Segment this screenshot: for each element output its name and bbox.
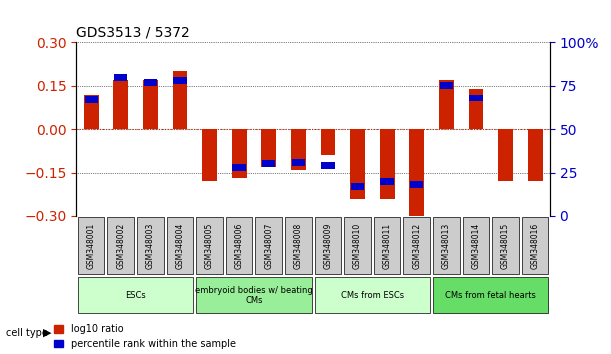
Bar	[232, 129, 247, 178]
Text: ESCs: ESCs	[125, 291, 146, 300]
FancyBboxPatch shape	[137, 217, 164, 274]
Bar	[439, 80, 454, 129]
Text: GSM348014: GSM348014	[472, 223, 480, 269]
Text: GSM348007: GSM348007	[264, 222, 273, 269]
FancyBboxPatch shape	[374, 217, 400, 274]
FancyBboxPatch shape	[78, 217, 104, 274]
Bar	[144, 79, 157, 86]
FancyBboxPatch shape	[522, 217, 549, 274]
Text: GSM348005: GSM348005	[205, 222, 214, 269]
Bar	[321, 129, 335, 155]
Bar	[469, 95, 483, 102]
Bar	[291, 159, 305, 166]
FancyBboxPatch shape	[463, 217, 489, 274]
Bar	[381, 178, 393, 185]
Text: GDS3513 / 5372: GDS3513 / 5372	[76, 26, 190, 40]
Bar	[114, 74, 128, 81]
FancyBboxPatch shape	[433, 278, 549, 313]
FancyBboxPatch shape	[285, 217, 312, 274]
FancyBboxPatch shape	[196, 278, 312, 313]
Text: CMs from fetal hearts: CMs from fetal hearts	[445, 291, 536, 300]
Bar	[172, 72, 188, 129]
FancyBboxPatch shape	[226, 217, 252, 274]
Text: GSM348008: GSM348008	[294, 223, 303, 269]
Bar	[440, 82, 453, 89]
Text: GSM348002: GSM348002	[116, 223, 125, 269]
Text: GSM348016: GSM348016	[530, 223, 540, 269]
FancyBboxPatch shape	[196, 217, 223, 274]
Bar	[379, 129, 395, 199]
FancyBboxPatch shape	[403, 217, 430, 274]
FancyBboxPatch shape	[255, 217, 282, 274]
Bar	[233, 164, 246, 171]
Bar	[143, 80, 158, 129]
Bar	[202, 129, 217, 181]
FancyBboxPatch shape	[433, 217, 459, 274]
Text: GSM348011: GSM348011	[382, 223, 392, 269]
Text: GSM348015: GSM348015	[501, 223, 510, 269]
Bar	[114, 80, 128, 129]
Text: GSM348001: GSM348001	[87, 223, 96, 269]
Text: GSM348003: GSM348003	[146, 222, 155, 269]
Text: GSM348010: GSM348010	[353, 223, 362, 269]
Bar	[528, 129, 543, 181]
Bar	[321, 162, 335, 169]
FancyBboxPatch shape	[492, 217, 519, 274]
Bar	[84, 95, 98, 129]
Text: GSM348012: GSM348012	[412, 223, 421, 269]
FancyBboxPatch shape	[315, 278, 430, 313]
Bar	[350, 129, 365, 199]
Bar	[351, 183, 364, 190]
Bar	[84, 96, 98, 103]
Bar	[469, 89, 483, 129]
Text: GSM348009: GSM348009	[323, 222, 332, 269]
Bar	[262, 129, 276, 167]
Text: GSM348004: GSM348004	[175, 222, 185, 269]
Bar	[409, 129, 424, 216]
FancyBboxPatch shape	[344, 217, 371, 274]
Bar	[410, 181, 423, 188]
Text: CMs from ESCs: CMs from ESCs	[341, 291, 404, 300]
Text: GSM348006: GSM348006	[235, 222, 244, 269]
FancyBboxPatch shape	[108, 217, 134, 274]
Bar	[262, 160, 276, 167]
Bar	[174, 77, 186, 84]
Legend: log10 ratio, percentile rank within the sample: log10 ratio, percentile rank within the …	[54, 324, 236, 349]
Text: ▶: ▶	[43, 328, 51, 338]
Text: GSM348013: GSM348013	[442, 223, 451, 269]
FancyBboxPatch shape	[315, 217, 342, 274]
FancyBboxPatch shape	[167, 217, 193, 274]
FancyBboxPatch shape	[78, 278, 193, 313]
Text: cell type: cell type	[6, 328, 48, 338]
Bar	[291, 129, 306, 170]
Bar	[498, 129, 513, 181]
Text: embryoid bodies w/ beating
CMs: embryoid bodies w/ beating CMs	[195, 286, 313, 305]
